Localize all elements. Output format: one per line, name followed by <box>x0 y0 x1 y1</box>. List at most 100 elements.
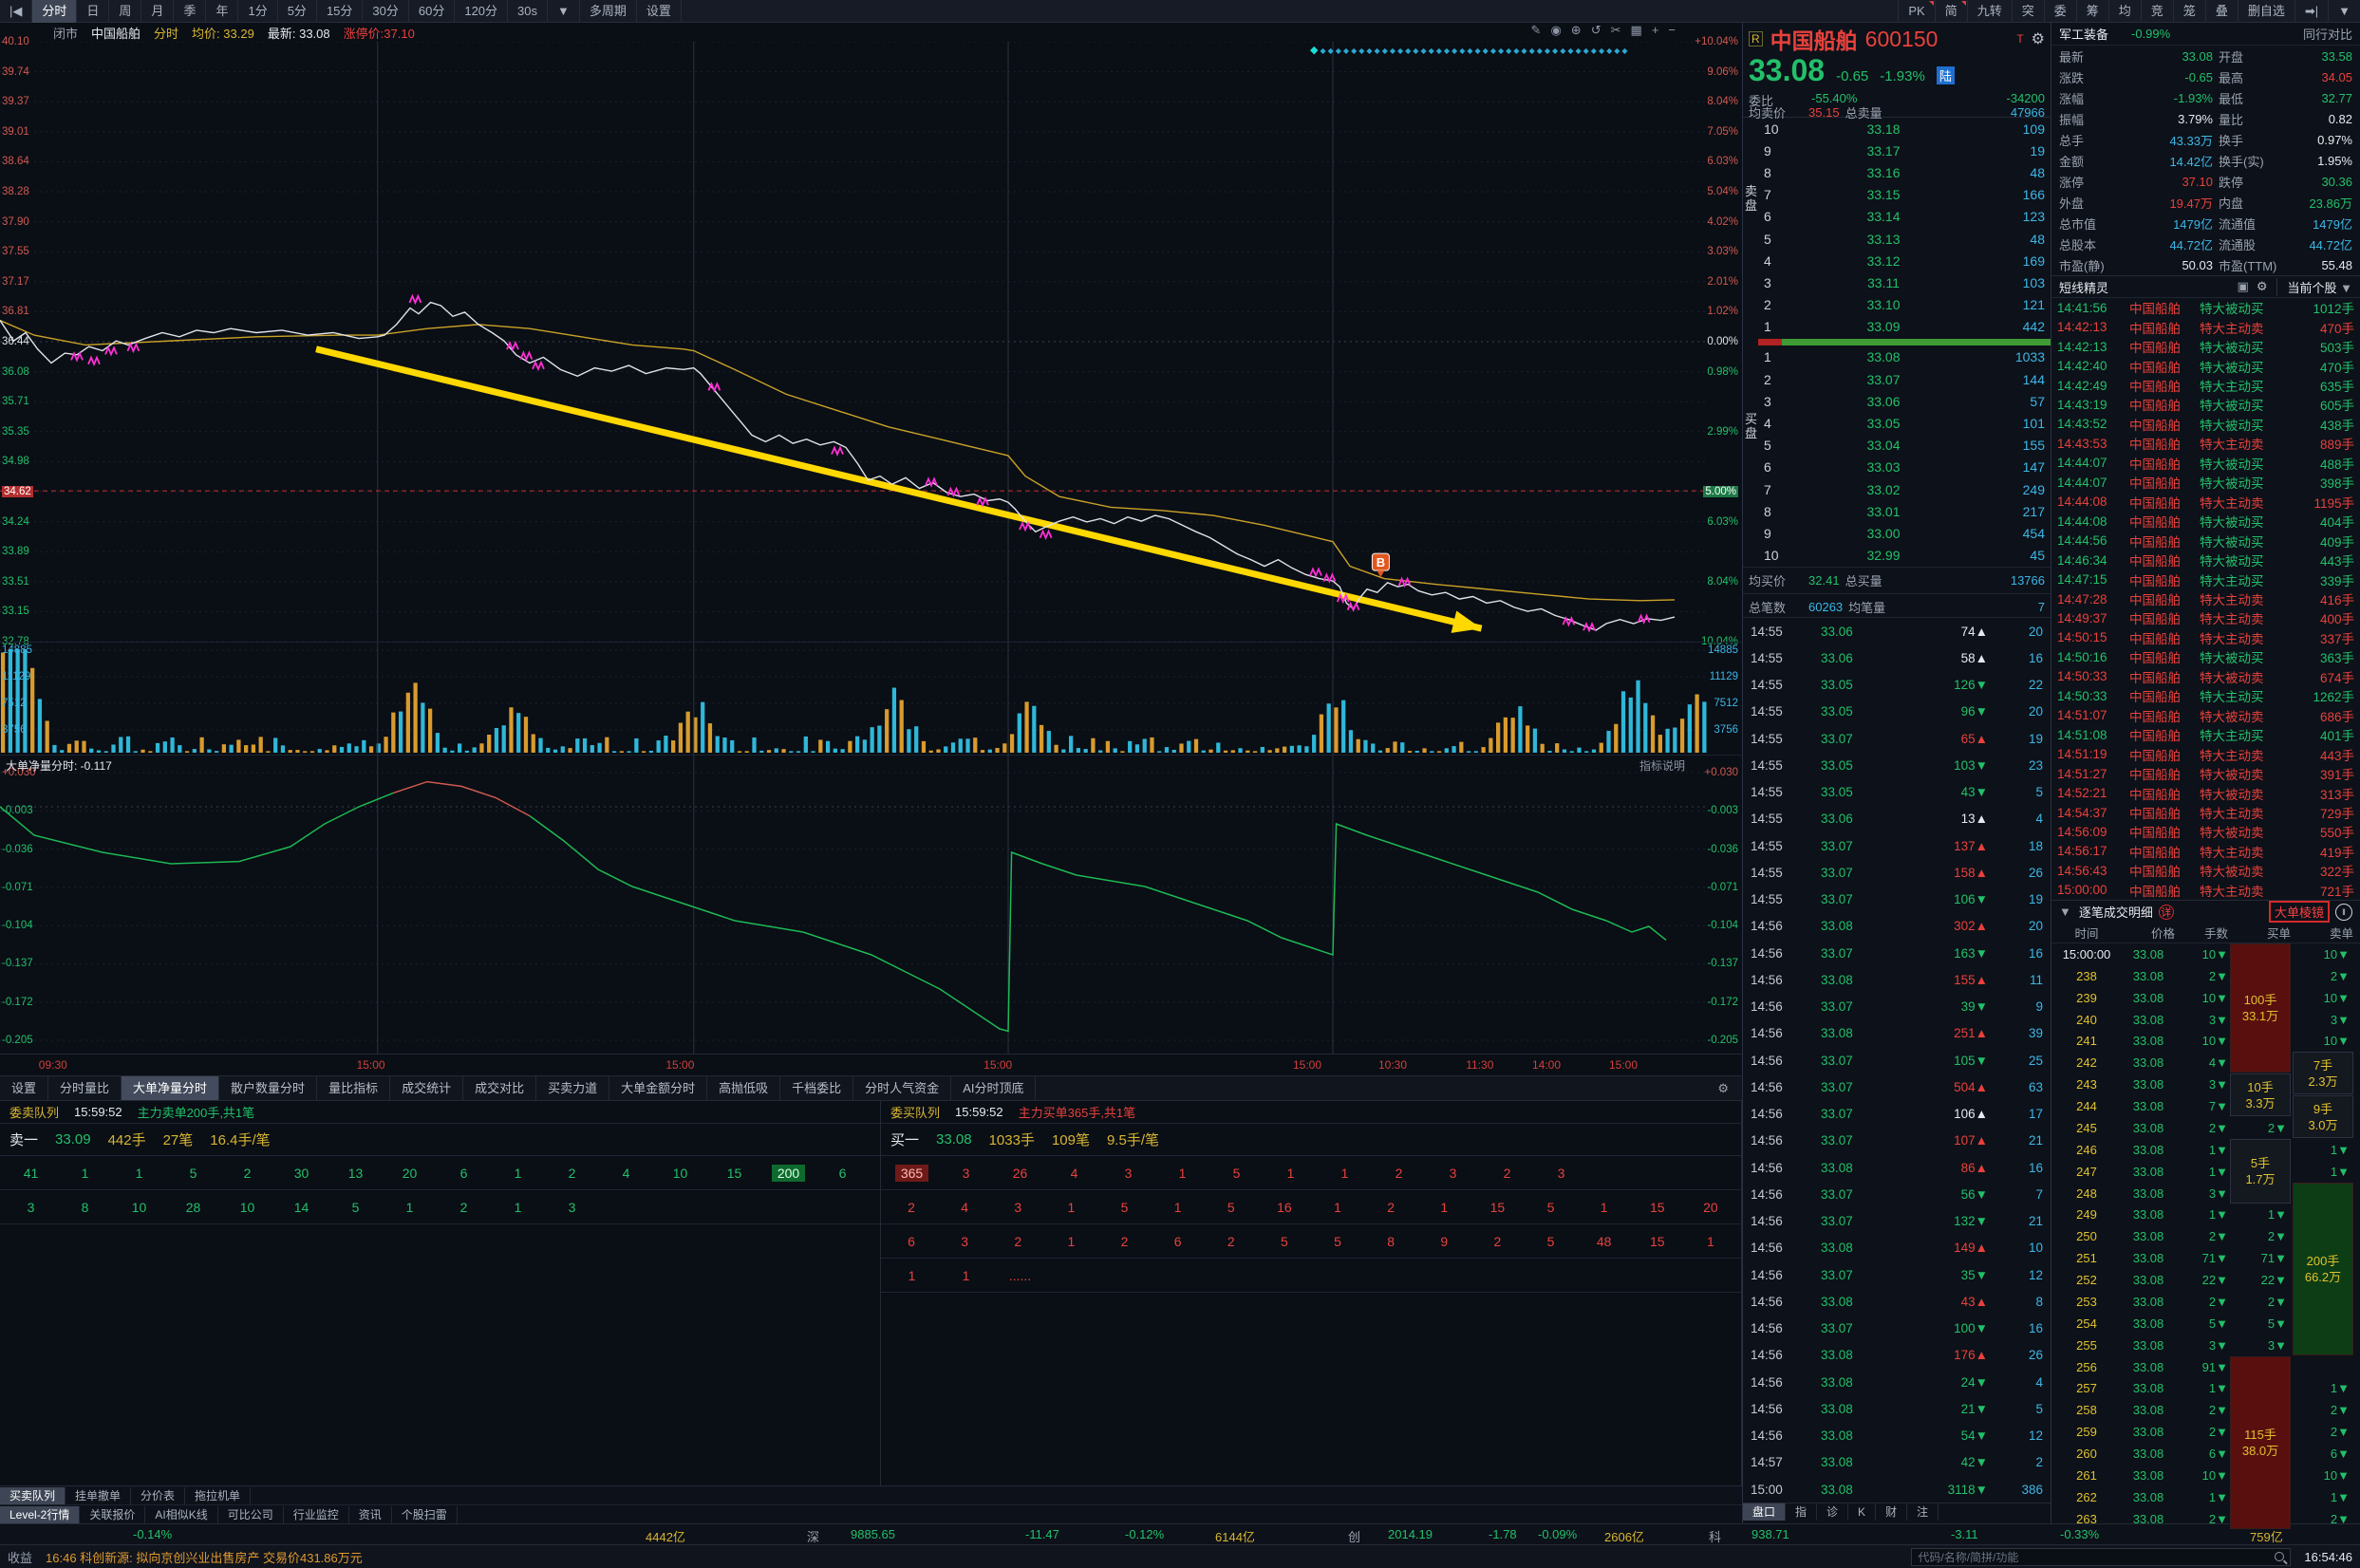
minute-trade-row[interactable]: 14:55 33.07 137▲ 18 <box>1743 832 2051 859</box>
ask-row[interactable]: 6 33.14 123 <box>1758 206 2051 228</box>
indicator-tab-AI分时顶底[interactable]: AI分时顶底 <box>951 1076 1037 1100</box>
sprite-row[interactable]: 14:52:21 中国船舶 特大被动卖 313手 <box>2051 783 2360 802</box>
sprite-row[interactable]: 14:42:13 中国船舶 特大主动卖 470手 <box>2051 317 2360 336</box>
expand-icon[interactable]: ▣ <box>2237 279 2249 293</box>
indicator-tab-量比指标[interactable]: 量比指标 <box>317 1076 391 1100</box>
queue-order-cell[interactable]: 30 <box>293 1165 309 1181</box>
minute-trade-row[interactable]: 15:00 33.08 3118▼ 386 <box>1743 1476 2051 1503</box>
toolbar-button-九转[interactable]: 九转 <box>1966 0 2012 23</box>
ask-row[interactable]: 1 33.09 442 <box>1758 316 2051 338</box>
period-tab-周[interactable]: 周 <box>109 0 142 23</box>
bid-row[interactable]: 7 33.02 249 <box>1758 478 2051 500</box>
queue-tab-分价表[interactable]: 分价表 <box>131 1486 186 1504</box>
sprite-row[interactable]: 14:47:15 中国船舶 特大主动买 339手 <box>2051 569 2360 588</box>
queue-order-cell[interactable]: 4 <box>961 1199 969 1215</box>
sprite-row[interactable]: 14:51:07 中国船舶 特大被动卖 686手 <box>2051 706 2360 725</box>
indicator-tab-成交对比[interactable]: 成交对比 <box>463 1076 537 1100</box>
sprite-row[interactable]: 15:00:00 中国船舶 特大主动卖 721手 <box>2051 881 2360 900</box>
queue-order-cell[interactable]: 13 <box>347 1165 364 1181</box>
toolbar-button-均[interactable]: 均 <box>2107 0 2141 23</box>
bid-row[interactable]: 3 33.06 57 <box>1758 390 2051 412</box>
minute-trade-row[interactable]: 14:56 33.07 106▲ 17 <box>1743 1101 2051 1128</box>
queue-order-cell[interactable]: 2 <box>1395 1165 1403 1181</box>
toolbar-button-突[interactable]: 突 <box>2011 0 2044 23</box>
minute-trade-row[interactable]: 14:56 33.08 302▲ 20 <box>1743 913 2051 940</box>
queue-order-cell[interactable]: 41 <box>23 1165 39 1181</box>
sector-row[interactable]: 军工装备 -0.99% 同行对比 <box>2051 23 2360 46</box>
queue-order-cell[interactable]: 1 <box>1440 1199 1449 1215</box>
period-tab-日[interactable]: 日 <box>77 0 110 23</box>
ask-row[interactable]: 2 33.10 121 <box>1758 294 2051 316</box>
minute-trade-row[interactable]: 14:55 33.06 13▲ 4 <box>1743 806 2051 832</box>
pencil-icon[interactable]: ✎ <box>1530 23 1542 37</box>
minute-trade-row[interactable]: 14:56 33.08 176▲ 26 <box>1743 1342 2051 1369</box>
minute-trade-row[interactable]: 14:56 33.08 21▼ 5 <box>1743 1395 2051 1422</box>
tick-row[interactable]: 260 33.08 6▼ 6▼ <box>2051 1443 2360 1465</box>
minute-trade-row[interactable]: 14:55 33.06 58▲ 16 <box>1743 644 2051 671</box>
tick-row[interactable]: 245 33.08 2▼ 2▼ <box>2051 1117 2360 1139</box>
sector-name[interactable]: 军工装备 <box>2059 28 2109 42</box>
stock-gear-icon[interactable]: ⚙ <box>2031 31 2045 47</box>
queue-order-cell[interactable]: 8 <box>81 1199 89 1215</box>
period-tab-120分[interactable]: 120分 <box>455 0 509 23</box>
period-tab-5分[interactable]: 5分 <box>278 0 317 23</box>
multi-period-button[interactable]: 多周期 <box>580 0 637 23</box>
sprite-row[interactable]: 14:44:08 中国船舶 特大被动买 404手 <box>2051 512 2360 531</box>
minute-trade-row[interactable]: 14:55 33.07 158▲ 26 <box>1743 859 2051 886</box>
l2-tab-行业监控[interactable]: 行业监控 <box>284 1505 349 1523</box>
queue-order-cell[interactable]: 2 <box>1503 1165 1511 1181</box>
tick-row[interactable]: 244 33.08 7▼ <box>2051 1095 2360 1117</box>
queue-order-cell[interactable]: 10 <box>131 1199 147 1215</box>
queue-order-cell[interactable]: 1 <box>1286 1165 1295 1181</box>
tick-row[interactable]: 250 33.08 2▼ 2▼ <box>2051 1225 2360 1247</box>
period-tab-月[interactable]: 月 <box>141 0 175 23</box>
pankou-tab-K[interactable]: K <box>1848 1503 1877 1521</box>
tick-row[interactable]: 262 33.08 1▼ 1▼ <box>2051 1486 2360 1508</box>
indicator-tab-买卖力道[interactable]: 买卖力道 <box>536 1076 610 1100</box>
bid-row[interactable]: 2 33.07 144 <box>1758 368 2051 390</box>
search-icon[interactable] <box>2275 1552 2285 1561</box>
pankou-tab-注[interactable]: 注 <box>1907 1503 1939 1521</box>
back-icon[interactable]: |◀ <box>0 0 33 23</box>
l2-tab-资讯[interactable]: 资讯 <box>349 1505 392 1523</box>
grid-icon[interactable]: ▦ <box>1630 23 1642 37</box>
minute-trade-row[interactable]: 14:55 33.07 106▼ 19 <box>1743 887 2051 913</box>
queue-order-cell[interactable]: 5 <box>1120 1199 1129 1215</box>
queue-order-cell[interactable]: 5 <box>1546 1199 1555 1215</box>
tick-row[interactable]: 253 33.08 2▼ 2▼ <box>2051 1291 2360 1313</box>
indicator-tab-成交统计[interactable]: 成交统计 <box>390 1076 464 1100</box>
queue-order-cell[interactable]: 8 <box>1387 1233 1395 1249</box>
minute-trade-row[interactable]: 14:56 33.08 149▲ 10 <box>1743 1235 2051 1261</box>
bid-row[interactable]: 1 33.08 1033 <box>1758 346 2051 368</box>
queue-order-cell[interactable]: 2 <box>1227 1233 1235 1249</box>
pankou-tab-财[interactable]: 财 <box>1876 1503 1908 1521</box>
queue-order-cell[interactable]: 15 <box>1650 1233 1665 1249</box>
queue-order-cell[interactable]: 1 <box>1340 1165 1349 1181</box>
tick-row[interactable]: 257 33.08 1▼ 1▼ <box>2051 1378 2360 1400</box>
tick-row[interactable]: 246 33.08 1▼ 1▼ <box>2051 1139 2360 1161</box>
sprite-row[interactable]: 14:56:43 中国船舶 特大被动卖 322手 <box>2051 861 2360 880</box>
scissors-icon[interactable]: ✂ <box>1610 23 1621 37</box>
minute-trade-row[interactable]: 14:56 33.08 43▲ 8 <box>1743 1288 2051 1315</box>
toolbar-button-删自选[interactable]: 删自选 <box>2237 0 2294 23</box>
sprite-row[interactable]: 14:50:33 中国船舶 特大被动卖 674手 <box>2051 667 2360 686</box>
queue-order-cell[interactable]: 5 <box>1281 1233 1288 1249</box>
bid-row[interactable]: 10 32.99 45 <box>1758 545 2051 567</box>
news-ticker[interactable]: 16:46 科创新源: 拟向京创兴业出售房产 交易价431.86万元 <box>46 1550 363 1565</box>
toolbar-button-竞[interactable]: 竞 <box>2140 0 2173 23</box>
indicator-tab-千档委比[interactable]: 千档委比 <box>780 1076 854 1100</box>
ask-row[interactable]: 8 33.16 48 <box>1758 161 2051 183</box>
tick-row[interactable]: 15:00:00 33.08 10▼ 10▼ <box>2051 943 2360 965</box>
toolbar-dropdown-icon[interactable]: ▼ <box>2328 0 2360 23</box>
queue-order-cell[interactable]: 3 <box>568 1199 576 1215</box>
queue-order-cell[interactable]: 3 <box>962 1165 970 1181</box>
sprite-row[interactable]: 14:51:19 中国船舶 特大主动卖 443手 <box>2051 744 2360 763</box>
queue-order-cell[interactable]: 5 <box>1232 1165 1241 1181</box>
queue-order-cell[interactable]: 20 <box>402 1165 418 1181</box>
period-tab-30分[interactable]: 30分 <box>363 0 409 23</box>
bid-row[interactable]: 9 33.00 454 <box>1758 522 2051 544</box>
l2-tab-关联报价[interactable]: 关联报价 <box>80 1505 146 1523</box>
queue-order-cell[interactable]: 5 <box>1334 1233 1341 1249</box>
sprite-row[interactable]: 14:41:56 中国船舶 特大被动买 1012手 <box>2051 298 2360 317</box>
bid-row[interactable]: 6 33.03 147 <box>1758 457 2051 478</box>
